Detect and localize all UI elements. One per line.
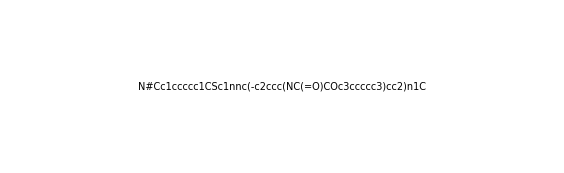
Text: N#Cc1ccccc1CSc1nnc(-c2ccc(NC(=O)COc3ccccc3)cc2)n1C: N#Cc1ccccc1CSc1nnc(-c2ccc(NC(=O)COc3cccc… bbox=[138, 81, 426, 92]
